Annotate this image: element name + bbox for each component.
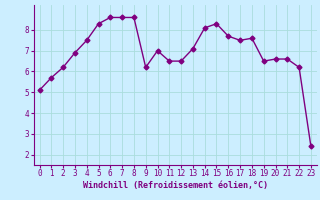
X-axis label: Windchill (Refroidissement éolien,°C): Windchill (Refroidissement éolien,°C) bbox=[83, 181, 268, 190]
